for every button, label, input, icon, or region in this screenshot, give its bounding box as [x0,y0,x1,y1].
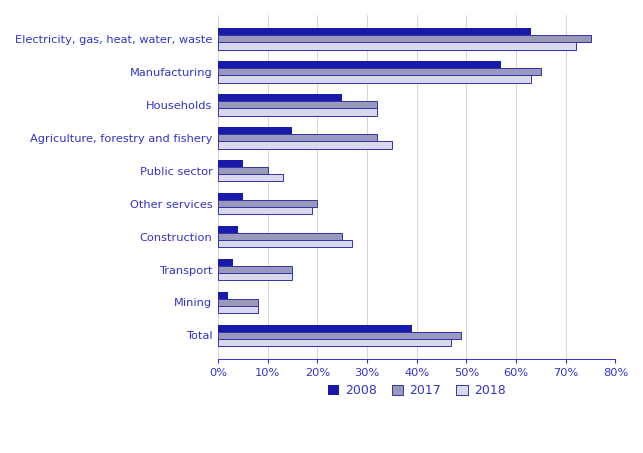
Bar [218,61,501,68]
Bar [218,35,590,43]
Bar [218,324,412,332]
Bar [218,167,267,174]
Bar [218,259,233,266]
Bar [218,193,243,200]
Bar [218,200,317,207]
Bar [218,127,293,134]
Bar [218,94,342,101]
Bar [218,273,293,280]
Bar [218,233,342,240]
Bar [218,75,531,82]
Bar [218,101,377,108]
Bar [218,174,282,182]
Bar [218,306,258,313]
Bar [218,332,462,339]
Bar [218,108,377,116]
Bar [218,266,293,273]
Bar [218,141,392,149]
Bar [218,226,238,233]
Bar [218,160,243,167]
Bar [218,292,228,299]
Bar [218,28,531,35]
Bar [218,339,451,347]
Bar [218,68,541,75]
Bar [218,299,258,306]
Legend: 2008, 2017, 2018: 2008, 2017, 2018 [324,381,509,401]
Bar [218,43,575,50]
Bar [218,207,312,214]
Bar [218,240,352,247]
Bar [218,134,377,141]
